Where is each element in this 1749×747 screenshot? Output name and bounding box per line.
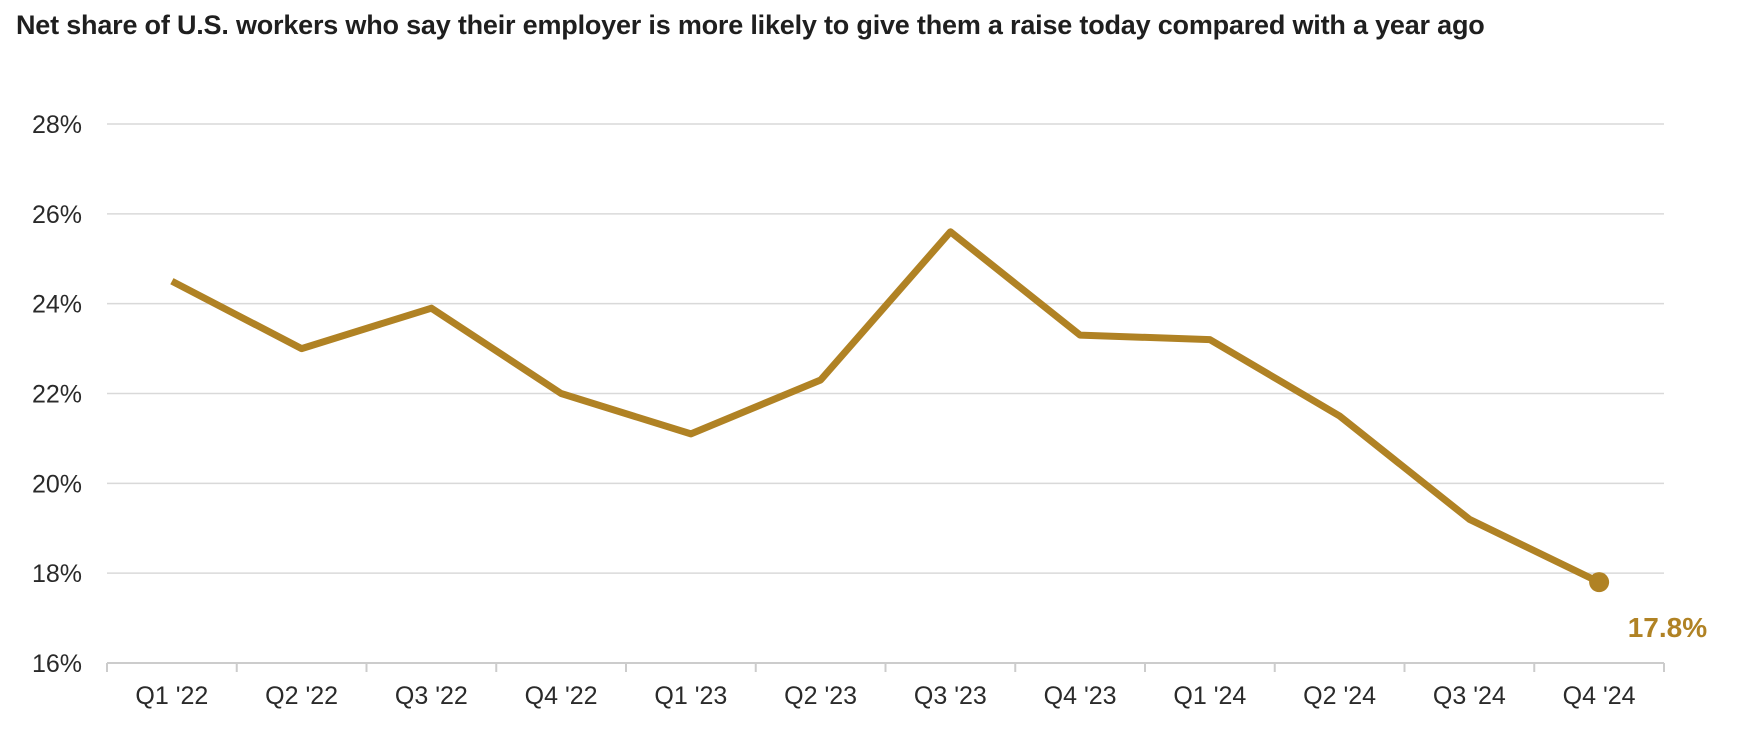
data-point	[947, 228, 954, 235]
data-point	[558, 390, 565, 397]
x-tick-label: Q1 '23	[654, 682, 727, 710]
y-tick-label-22: 22%	[32, 381, 82, 409]
x-tick-label: Q4 '23	[1044, 682, 1117, 710]
data-point	[687, 430, 694, 437]
y-tick-label-28: 28%	[32, 111, 82, 139]
data-point	[817, 377, 824, 384]
series-layer	[168, 228, 1610, 593]
x-tick-label: Q1 '24	[1173, 682, 1246, 710]
data-point	[1336, 412, 1343, 419]
x-tick-label: Q1 '22	[135, 682, 208, 710]
x-tick-label: Q3 '23	[914, 682, 987, 710]
x-tick-label: Q4 '22	[525, 682, 598, 710]
series-line	[170, 228, 1601, 586]
data-point	[168, 278, 175, 285]
end-value-label: 17.8%	[1628, 612, 1707, 643]
data-point	[1466, 516, 1473, 523]
x-axis	[106, 662, 1665, 672]
data-point	[1077, 332, 1084, 339]
annotation-layer: 17.8%	[1628, 612, 1707, 643]
x-tick-label: Q2 '24	[1303, 682, 1376, 710]
y-tick-label-20: 20%	[32, 470, 82, 498]
x-tick-label: Q3 '22	[395, 682, 468, 710]
data-point	[1206, 336, 1213, 343]
grid-lines	[107, 123, 1664, 574]
chart-title: Net share of U.S. workers who say their …	[16, 10, 1485, 40]
y-tick-label-26: 26%	[32, 201, 82, 229]
data-point	[428, 305, 435, 312]
x-tick-label: Q2 '23	[784, 682, 857, 710]
data-point	[298, 345, 305, 352]
last-data-point	[1589, 572, 1610, 593]
y-tick-label-16: 16%	[32, 650, 82, 678]
x-tick-label: Q2 '22	[265, 682, 338, 710]
y-axis-tick-labels: 16% 18% 20% 22% 24% 26% 28%	[32, 111, 82, 678]
x-tick-label: Q4 '24	[1563, 682, 1636, 710]
y-tick-label-18: 18%	[32, 560, 82, 588]
x-axis-tick-labels: Q1 '22 Q2 '22 Q3 '22 Q4 '22 Q1 '23 Q2 '23 Q3 '…	[135, 682, 1635, 710]
y-tick-label-24: 24%	[32, 291, 82, 319]
x-tick-label: Q3 '24	[1433, 682, 1506, 710]
